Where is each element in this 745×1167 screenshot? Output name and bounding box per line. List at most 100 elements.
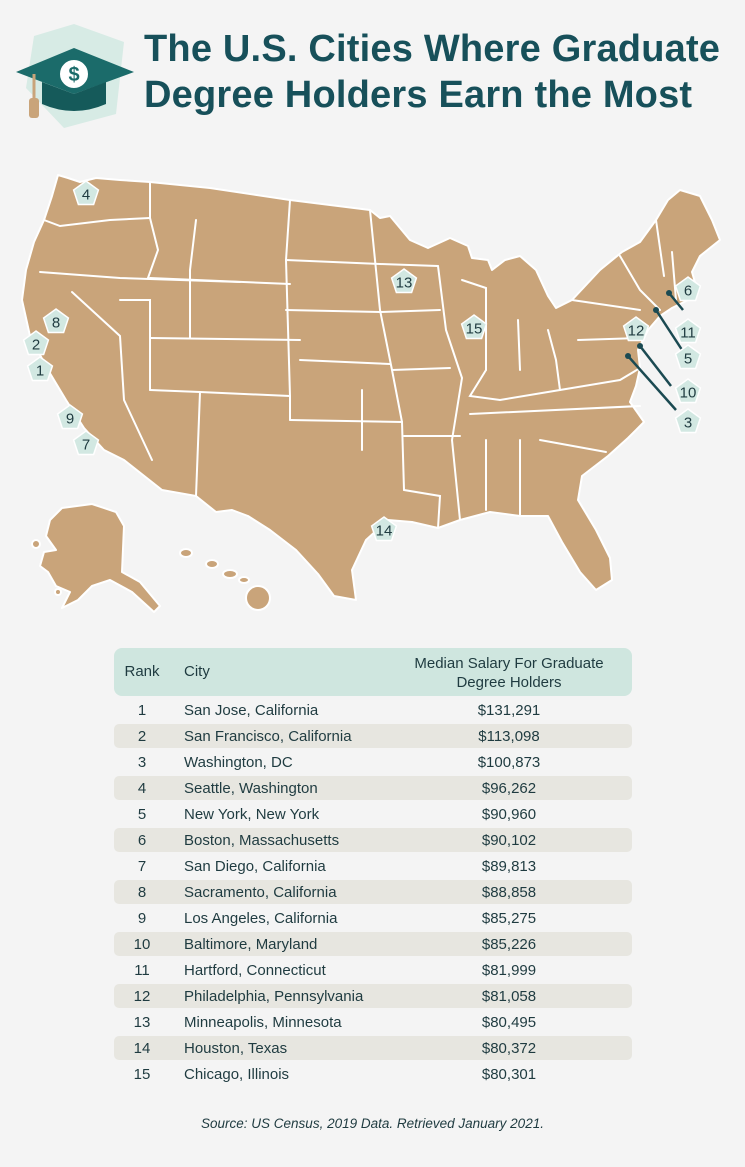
city-cell: Boston, Massachusetts: [184, 832, 340, 849]
city-cell: Minneapolis, Minnesota: [184, 1014, 342, 1031]
header-salary-line-1: Median Salary For Graduate: [414, 655, 604, 672]
city-cell: Sacramento, California: [184, 884, 337, 901]
city-marker: 7: [72, 430, 100, 456]
table-row: 15 Chicago, Illinois $80,301: [114, 1062, 632, 1086]
city-cell: San Francisco, California: [184, 728, 352, 745]
table-row: 14 Houston, Texas $80,372: [114, 1036, 632, 1060]
salary-cell: $100,873: [477, 754, 541, 771]
table-row: 11 Hartford, Connecticut $81,999: [114, 958, 632, 982]
table-row: 6 Boston, Massachusetts $90,102: [114, 828, 632, 852]
marker-pentagon: [460, 314, 488, 340]
marker-pentagon: [674, 408, 702, 434]
header-salary: Median Salary For Graduate Degree Holder…: [396, 654, 622, 692]
city-marker: 1: [26, 356, 54, 382]
marker-rank-label: 4: [82, 187, 90, 204]
salary-cell: $96,262: [481, 780, 537, 797]
salary-cell: $85,226: [481, 936, 537, 953]
alaska-shape: [39, 503, 161, 613]
rank-cell: 4: [137, 780, 147, 797]
table-row: 4 Seattle, Washington $96,262: [114, 776, 632, 800]
salary-cell: $81,058: [481, 988, 537, 1005]
rank-cell: 11: [134, 962, 150, 979]
city-marker: 2: [22, 330, 50, 356]
title-line-1: The U.S. Cities Where Graduate: [144, 28, 721, 70]
marker-rank-label: 11: [680, 325, 696, 342]
table-row: 1 San Jose, California $131,291: [114, 698, 632, 722]
city-cell: Los Angeles, California: [184, 910, 338, 927]
marker-pentagon: [674, 276, 702, 302]
marker-pentagon: [674, 378, 702, 404]
alaska-island: [54, 588, 62, 596]
leader-lines: [625, 290, 688, 411]
salary-cell: $89,813: [481, 858, 537, 875]
page-title: The U.S. Cities Where Graduate Degree Ho…: [144, 26, 739, 118]
header: $ The U.S. Cities Where Graduate Degree …: [0, 0, 745, 150]
marker-rank-label: 2: [32, 337, 40, 354]
city-cell: Houston, Texas: [184, 1040, 288, 1057]
city-marker: 14: [370, 516, 398, 542]
city-cell: Philadelphia, Pennsylvania: [184, 988, 364, 1005]
header-salary-line-2: Degree Holders: [456, 674, 562, 691]
salary-cell: $80,301: [481, 1066, 537, 1083]
marker-pentagon: [72, 430, 100, 456]
us-map: 4 8 2 1 9 7 13 15 14 6 12 11 5 10 3: [0, 160, 745, 630]
salary-cell: $113,098: [478, 728, 540, 745]
rank-cell: 10: [133, 936, 151, 953]
city-cell: Chicago, Illinois: [184, 1066, 290, 1083]
header-rank: Rank: [124, 663, 160, 680]
marker-rank-label: 12: [628, 323, 645, 340]
city-marker: 9: [56, 404, 84, 430]
table-row: 2 San Francisco, California $113,098: [114, 724, 632, 748]
salary-cell: $88,858: [481, 884, 537, 901]
salary-cell: $90,960: [481, 806, 537, 823]
marker-pentagon: [622, 316, 650, 342]
hawaii-shape: [179, 548, 271, 611]
city-cell: San Diego, California: [184, 858, 326, 875]
city-cell: Seattle, Washington: [184, 780, 318, 797]
table-row: 8 Sacramento, California $88,858: [114, 880, 632, 904]
city-marker: 3: [674, 408, 702, 434]
rank-cell: 8: [137, 884, 147, 901]
city-marker: 13: [390, 268, 418, 294]
marker-pentagon: [72, 180, 100, 206]
marker-rank-label: 5: [684, 351, 692, 368]
us-map-svg: 4 82 1 97 13 15 14 6 12 11 5 10 3: [21, 174, 721, 613]
rank-cell: 3: [137, 754, 147, 771]
alaska-island: [31, 539, 41, 549]
city-marker: 11: [674, 318, 702, 344]
city-marker: 10: [674, 378, 702, 404]
rank-cell: 7: [137, 858, 147, 875]
marker-pentagon: [56, 404, 84, 430]
city-cell: Washington, DC: [184, 754, 293, 771]
table-header: Rank City Median Salary For Graduate Deg…: [114, 648, 632, 696]
rank-cell: 2: [137, 728, 147, 745]
salary-table: Rank City Median Salary For Graduate Deg…: [114, 648, 632, 1086]
rank-cell: 1: [137, 702, 147, 719]
marker-rank-label: 13: [396, 275, 413, 292]
marker-rank-label: 6: [684, 283, 692, 300]
marker-pentagon: [390, 268, 418, 294]
rank-cell: 9: [137, 910, 147, 927]
city-marker: 5: [674, 344, 702, 370]
marker-rank-label: 8: [52, 315, 60, 332]
source-note: Source: US Census, 2019 Data. Retrieved …: [201, 1116, 544, 1131]
table-row: 13 Minneapolis, Minnesota $80,495: [114, 1010, 632, 1034]
city-marker: 4: [72, 180, 100, 206]
marker-pentagon: [22, 330, 50, 356]
city-cell: Hartford, Connecticut: [184, 962, 326, 979]
salary-cell: $81,999: [481, 962, 537, 979]
marker-rank-label: 15: [466, 321, 483, 338]
city-markers: 4 82 1 97 13 15 14 6 12 11 5 10 3: [22, 180, 702, 542]
salary-cell: $80,372: [481, 1040, 537, 1057]
marker-pentagon: [370, 516, 398, 542]
city-cell: San Jose, California: [184, 702, 319, 719]
rank-cell: 14: [133, 1040, 151, 1057]
table-row: 7 San Diego, California $89,813: [114, 854, 632, 878]
contiguous-us-shape: [21, 174, 721, 601]
salary-cell: $80,495: [481, 1014, 537, 1031]
marker-rank-label: 14: [376, 523, 393, 540]
city-marker: 15: [460, 314, 488, 340]
marker-pentagon: [26, 356, 54, 382]
city-cell: Baltimore, Maryland: [184, 936, 318, 953]
salary-cell: $85,275: [481, 910, 537, 927]
